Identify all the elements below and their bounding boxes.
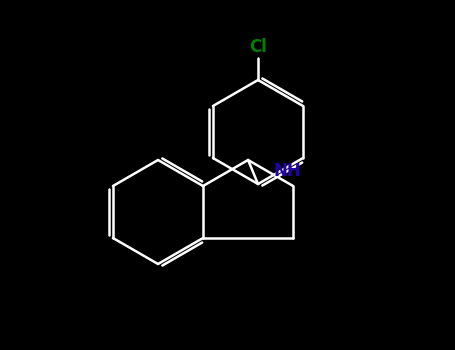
Text: Cl: Cl: [249, 38, 267, 56]
Text: NH: NH: [273, 162, 301, 180]
